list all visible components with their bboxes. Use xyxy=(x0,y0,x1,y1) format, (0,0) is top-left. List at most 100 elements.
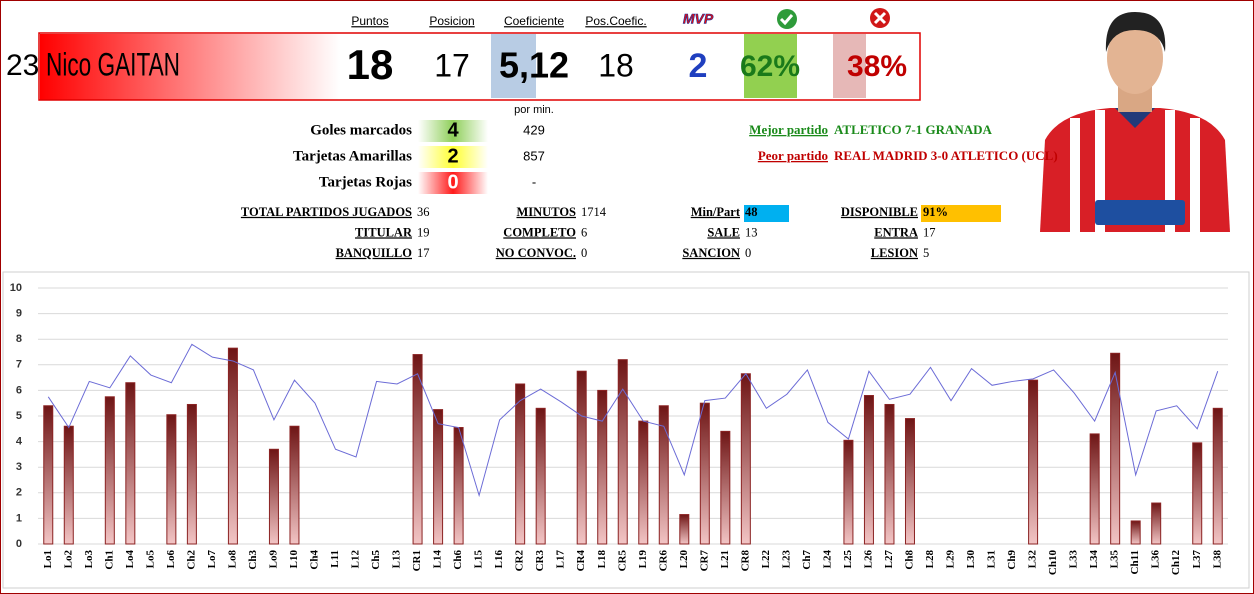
column-label: Coeficiente xyxy=(504,14,564,28)
x-tick-label: L31 xyxy=(986,550,998,568)
x-tick-label: L37 xyxy=(1191,550,1203,569)
bar xyxy=(1028,379,1039,545)
x-tick-label: Ch5 xyxy=(370,550,382,570)
bar xyxy=(186,403,197,545)
x-tick-label: Ch2 xyxy=(185,550,197,570)
bar xyxy=(104,396,115,545)
x-tick-label: CR1 xyxy=(411,550,423,571)
bar xyxy=(658,405,669,545)
bar xyxy=(227,347,238,545)
per-minute-value: 857 xyxy=(523,148,545,163)
bar xyxy=(904,418,915,545)
stat-label: DISPONIBLE xyxy=(841,205,918,219)
mvp-icon: MVP xyxy=(683,11,714,27)
x-tick-label: L35 xyxy=(1109,550,1121,569)
discipline-value: 4 xyxy=(447,119,459,141)
player-name: Nico GAITAN xyxy=(46,46,180,82)
player-number: 23 xyxy=(6,49,39,82)
y-tick-label: 3 xyxy=(16,461,22,473)
bar xyxy=(720,430,731,545)
x-tick-label: L33 xyxy=(1068,550,1080,569)
x-tick-label: L19 xyxy=(637,550,649,569)
bar xyxy=(43,405,54,545)
x-tick-label: CR8 xyxy=(739,550,751,572)
check-icon xyxy=(777,9,797,29)
per-minute-value: - xyxy=(532,174,536,189)
bar xyxy=(638,420,649,545)
y-tick-label: 5 xyxy=(16,410,22,422)
y-tick-label: 9 xyxy=(16,308,22,320)
bar xyxy=(699,402,710,545)
stat-value: 19 xyxy=(417,225,430,239)
stat-label: SANCION xyxy=(682,246,740,260)
x-tick-label: Ch6 xyxy=(452,550,464,570)
x-tick-label: L24 xyxy=(821,550,833,569)
line xyxy=(47,343,1219,498)
header-border xyxy=(38,32,921,101)
y-tick-label: 1 xyxy=(16,512,22,524)
column-value: 18 xyxy=(598,47,634,83)
name-band xyxy=(40,34,340,100)
coef-bg xyxy=(491,34,536,98)
bar xyxy=(412,354,423,545)
stat-value: 48 xyxy=(745,205,758,219)
x-tick-label: L29 xyxy=(945,550,957,569)
x-tick-label: Lo9 xyxy=(267,550,279,569)
x-tick-label: L11 xyxy=(329,550,341,568)
bar xyxy=(1130,520,1141,545)
x-tick-label: Lo3 xyxy=(83,550,95,569)
x-tick-label: L34 xyxy=(1088,550,1100,569)
bar xyxy=(535,407,546,545)
x-tick-label: CR2 xyxy=(514,550,526,572)
discipline-label: Tarjetas Rojas xyxy=(319,174,412,190)
bar xyxy=(884,403,895,545)
x-tick-label: Ch3 xyxy=(247,550,259,570)
per-minute-label: por min. xyxy=(514,104,554,116)
discipline-label: Goles marcados xyxy=(310,122,412,138)
x-tick-label: Lo8 xyxy=(226,550,238,569)
match-label: Mejor partido xyxy=(749,122,828,137)
stat-label: COMPLETO xyxy=(503,225,576,239)
bar xyxy=(63,425,74,545)
bar xyxy=(843,439,854,545)
discipline-bg xyxy=(418,146,488,168)
stat-value: 0 xyxy=(745,246,751,260)
y-tick-label: 8 xyxy=(16,333,22,345)
stat-value: 91% xyxy=(923,205,948,219)
x-tick-label: Lo2 xyxy=(62,550,74,569)
x-tick-label: L26 xyxy=(862,550,874,569)
x-tick-label: L30 xyxy=(965,550,977,569)
stat-label: ENTRA xyxy=(874,225,918,239)
x-tick-label: CR6 xyxy=(657,550,669,572)
x-tick-label: L21 xyxy=(719,550,731,568)
stat-value: 1714 xyxy=(581,205,607,219)
column-label: Posicion xyxy=(429,14,474,28)
bar xyxy=(576,370,587,545)
column-value: 5,12 xyxy=(499,45,569,86)
stat-label: Min/Part xyxy=(691,205,741,219)
x-tick-label: Lo7 xyxy=(206,550,218,569)
y-tick-label: 0 xyxy=(16,538,22,550)
player-photo xyxy=(1040,12,1230,232)
x-tick-label: L36 xyxy=(1150,550,1162,569)
stat-value: 0 xyxy=(581,246,587,260)
x-tick-label: L23 xyxy=(780,550,792,569)
discipline-value: 2 xyxy=(447,145,458,167)
x-tick-label: L20 xyxy=(678,550,690,569)
column-label: Pos.Coefic. xyxy=(585,14,646,28)
x-tick-label: L27 xyxy=(883,550,895,569)
bar xyxy=(740,373,751,545)
stat-value: 5 xyxy=(923,246,929,260)
bar xyxy=(1212,407,1223,545)
stat-label: NO CONVOC. xyxy=(496,246,576,260)
bar xyxy=(597,389,608,545)
x-tick-label: Ch4 xyxy=(309,550,321,570)
x-tick-label: Lo1 xyxy=(42,550,54,568)
x-tick-label: Lo5 xyxy=(144,550,156,569)
bar xyxy=(1089,433,1100,545)
x-tick-label: L13 xyxy=(391,550,403,569)
stat-bg xyxy=(921,205,1001,222)
match-value: REAL MADRID 3-0 ATLETICO (UCL) xyxy=(834,148,1058,163)
x-tick-label: Ch10 xyxy=(1047,550,1059,576)
